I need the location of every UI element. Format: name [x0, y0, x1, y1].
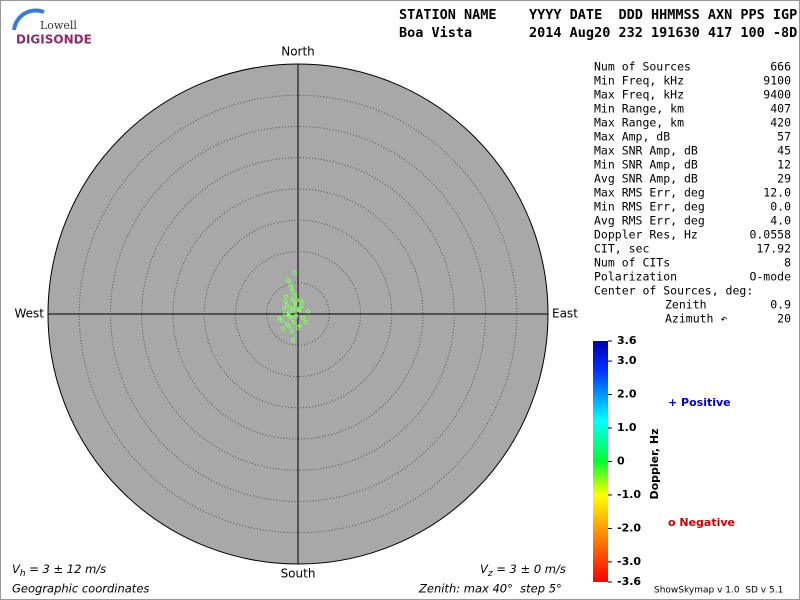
source-point	[294, 313, 299, 318]
stat-value: 45	[777, 144, 791, 158]
compass-label: West	[14, 307, 44, 321]
stat-label: Max RMS Err, deg	[594, 186, 705, 200]
stat-value: O-mode	[749, 270, 791, 284]
center-label: Zenith	[665, 298, 707, 312]
stat-label: Max Freq, kHz	[594, 88, 684, 102]
stat-label: Doppler Res, Hz	[594, 228, 698, 242]
stat-label: Avg RMS Err, deg	[594, 214, 705, 228]
colorbar-tick-label: 2.0	[617, 388, 637, 401]
source-point	[293, 302, 298, 307]
header-line: Boa Vista 2014 Aug20 232 191630 417 100 …	[399, 25, 797, 41]
stat-label: Max Range, km	[594, 116, 684, 130]
stat-label: Num of Sources	[594, 60, 691, 74]
source-point	[300, 315, 306, 320]
legend-positive: + Positive	[668, 396, 731, 409]
source-point	[283, 299, 288, 304]
stat-value: 12	[777, 158, 791, 172]
version: ShowSkymap v 1.0 SD v 5.1	[654, 586, 783, 596]
source-point	[289, 329, 294, 334]
source-point	[299, 299, 304, 304]
stat-value: 12.0	[763, 186, 791, 200]
coords-label: Geographic coordinates	[12, 582, 149, 596]
colorbar-tick-label: 3.0	[617, 354, 637, 367]
source-point	[297, 323, 302, 328]
center-value: 0.9	[770, 298, 791, 312]
stat-label: Max SNR Amp, dB	[594, 144, 698, 158]
source-point	[292, 270, 297, 275]
logo-swoosh	[12, 8, 45, 31]
source-point	[282, 306, 287, 311]
source-point	[288, 305, 293, 310]
stat-label: Min Range, km	[594, 102, 684, 116]
stat-value: 4.0	[770, 214, 791, 228]
source-point	[287, 324, 292, 329]
stat-value: 0.0	[770, 200, 791, 214]
stat-value: 666	[770, 60, 791, 74]
center-value: 20	[777, 312, 791, 326]
source-point	[284, 303, 289, 308]
center-title: Center of Sources, deg:	[594, 284, 753, 298]
source-point	[299, 304, 304, 309]
stat-label: Max Amp, dB	[594, 130, 670, 144]
center-label: Azimuth ↶	[665, 312, 727, 326]
source-point	[290, 289, 295, 294]
source-point	[290, 316, 295, 322]
stat-value: 0.0558	[749, 228, 791, 242]
source-point	[284, 294, 289, 299]
source-point	[289, 296, 294, 302]
stat-value: 407	[770, 102, 791, 116]
source-point	[286, 313, 291, 318]
source-point	[296, 306, 301, 312]
source-point	[291, 320, 296, 325]
source-point	[305, 309, 311, 314]
stat-value: 9400	[763, 88, 791, 102]
stat-label: Min SNR Amp, dB	[594, 158, 698, 172]
stat-value: 9100	[763, 74, 791, 88]
source-point	[288, 281, 293, 287]
stat-value: 17.92	[756, 242, 791, 256]
stat-label: Avg SNR Amp, dB	[594, 172, 698, 186]
stat-label: Min RMS Err, deg	[594, 200, 705, 214]
stat-label: Num of CITs	[594, 256, 670, 270]
stat-label: CIT, sec	[594, 242, 649, 256]
vz-label: Vz = 3 ± 0 m/s	[480, 562, 566, 579]
zenith-label: Zenith: max 40° step 5°	[418, 582, 562, 596]
colorbar-tick-label: 1.0	[617, 421, 637, 434]
source-point	[280, 326, 286, 332]
stat-label: Polarization	[594, 270, 677, 284]
compass-label: South	[281, 567, 316, 581]
source-point	[285, 278, 291, 283]
source-point	[303, 320, 308, 325]
stat-value: 57	[777, 130, 791, 144]
colorbar-tick-label: -3.0	[617, 555, 641, 568]
source-point	[294, 298, 299, 303]
colorbar-tick-label: 0	[617, 455, 625, 468]
compass-label: East	[552, 307, 578, 321]
colorbar-tick-label: 3.6	[617, 334, 637, 347]
source-point	[289, 285, 294, 290]
source-point	[290, 338, 296, 343]
compass-label: North	[281, 45, 315, 59]
colorbar-tick-label: -2.0	[617, 521, 641, 534]
logo-bottom: DIGISONDE	[16, 33, 92, 47]
source-point	[284, 321, 289, 327]
colorbar-tick-label: -3.6	[617, 575, 641, 588]
stat-value: 29	[777, 172, 791, 186]
source-point	[292, 306, 297, 311]
stat-value: 420	[770, 116, 791, 130]
colorbar	[593, 341, 608, 582]
vh-label: Vh = 3 ± 12 m/s	[12, 562, 106, 579]
logo-top: Lowell	[40, 19, 77, 32]
header-line: STATION NAME YYYY DATE DDD HHMMSS AXN PP…	[399, 7, 797, 23]
source-point	[293, 293, 298, 298]
stat-label: Min Freq, kHz	[594, 74, 684, 88]
source-point	[277, 316, 282, 321]
stat-value: 8	[784, 256, 791, 270]
colorbar-tick-label: -1.0	[617, 488, 641, 501]
colorbar-title: Doppler, Hz	[648, 428, 661, 499]
legend-negative: o Negative	[668, 516, 735, 529]
